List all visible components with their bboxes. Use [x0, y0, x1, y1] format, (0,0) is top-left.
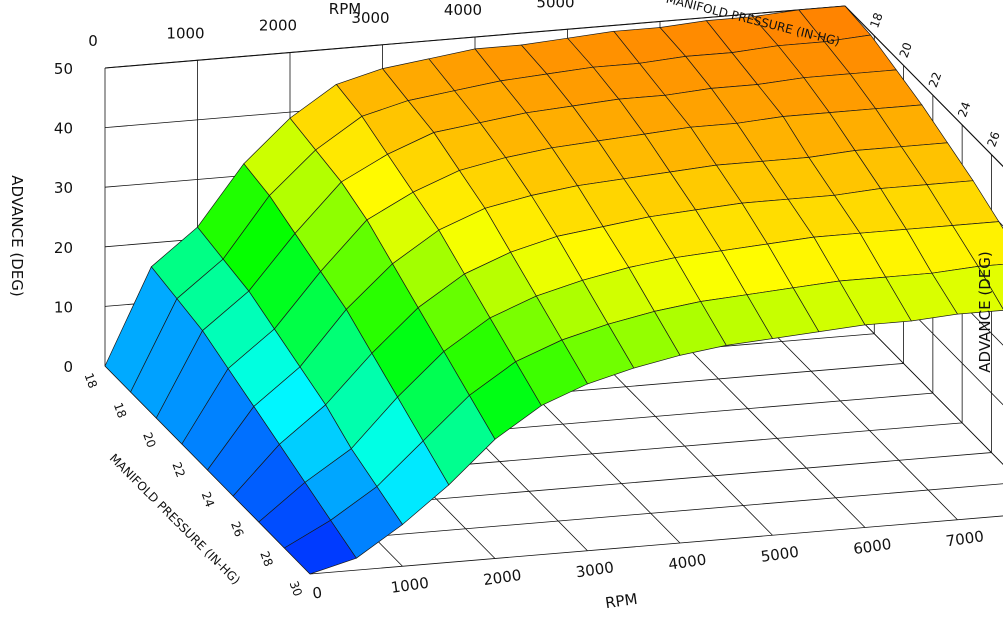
rpm-tick-top: 3000 [351, 9, 389, 27]
map-tick-left: 20 [140, 430, 158, 449]
advance-axis-title-right: ADVANCE (DEG) [976, 251, 994, 372]
box-frame-edge [844, 5, 1003, 168]
advance-tick-left: 40 [54, 120, 73, 138]
floor-map-gridline [280, 483, 1003, 545]
rpm-tick-bottom: 2000 [482, 566, 522, 589]
rpm-tick-top: 4000 [444, 1, 482, 19]
map-tick-left: 26 [228, 520, 246, 539]
advance-tick-left: 10 [54, 298, 73, 316]
advance-tick-left: 0 [63, 358, 73, 376]
rpm-tick-top: 0 [88, 32, 98, 50]
rpm-tick-bottom: 0 [311, 583, 323, 602]
map-tick-left: 18 [111, 401, 129, 420]
rpm-tick-bottom: 6000 [852, 535, 892, 558]
rpm-tick-bottom: 3000 [575, 558, 615, 581]
map-tick-left: 24 [199, 490, 217, 509]
floor-rpm-gridline [752, 311, 958, 521]
rpm-tick-bottom: 7000 [945, 527, 985, 550]
rpm-axis-title-bottom: RPM [604, 590, 639, 612]
map-tick-top: 20 [897, 40, 915, 59]
floor-rpm-gridline [659, 319, 866, 528]
map-tick-left: 30 [287, 579, 305, 598]
map-tick-top: 22 [926, 70, 944, 89]
tick-labels: 0100020003000400050006000700080000100020… [54, 0, 1003, 603]
rpm-tick-top: 2000 [259, 17, 297, 35]
rpm-tick-bottom: 5000 [760, 543, 800, 566]
floor-rpm-gridline [844, 303, 1003, 465]
advance-tick-left: 30 [54, 179, 73, 197]
surface-mesh [104, 5, 1003, 575]
advance-axis-title-left: ADVANCE (DEG) [8, 175, 26, 296]
rpm-tick-top: 1000 [166, 24, 204, 42]
map-tick-top: 24 [955, 100, 973, 119]
map-tick-left: 22 [169, 460, 187, 479]
rpm-tick-top: 5000 [536, 0, 574, 11]
rpm-tick-bottom: 1000 [390, 574, 430, 597]
map-tick-left: 18 [82, 371, 100, 390]
surface-cell [283, 519, 357, 575]
map-tick-top: 26 [984, 130, 1002, 149]
advance-tick-left: 20 [54, 239, 73, 257]
map-tick-top: 18 [867, 11, 885, 30]
rpm-axis-title-top: RPM [329, 0, 361, 18]
advance-tick-left: 50 [54, 60, 73, 78]
map-tick-left: 28 [257, 549, 275, 568]
box-frame-edge [104, 5, 846, 69]
rpm-tick-bottom: 4000 [667, 550, 707, 573]
floor-map-gridline [309, 515, 1003, 575]
rpm-tick-top: 6000 [629, 0, 667, 4]
